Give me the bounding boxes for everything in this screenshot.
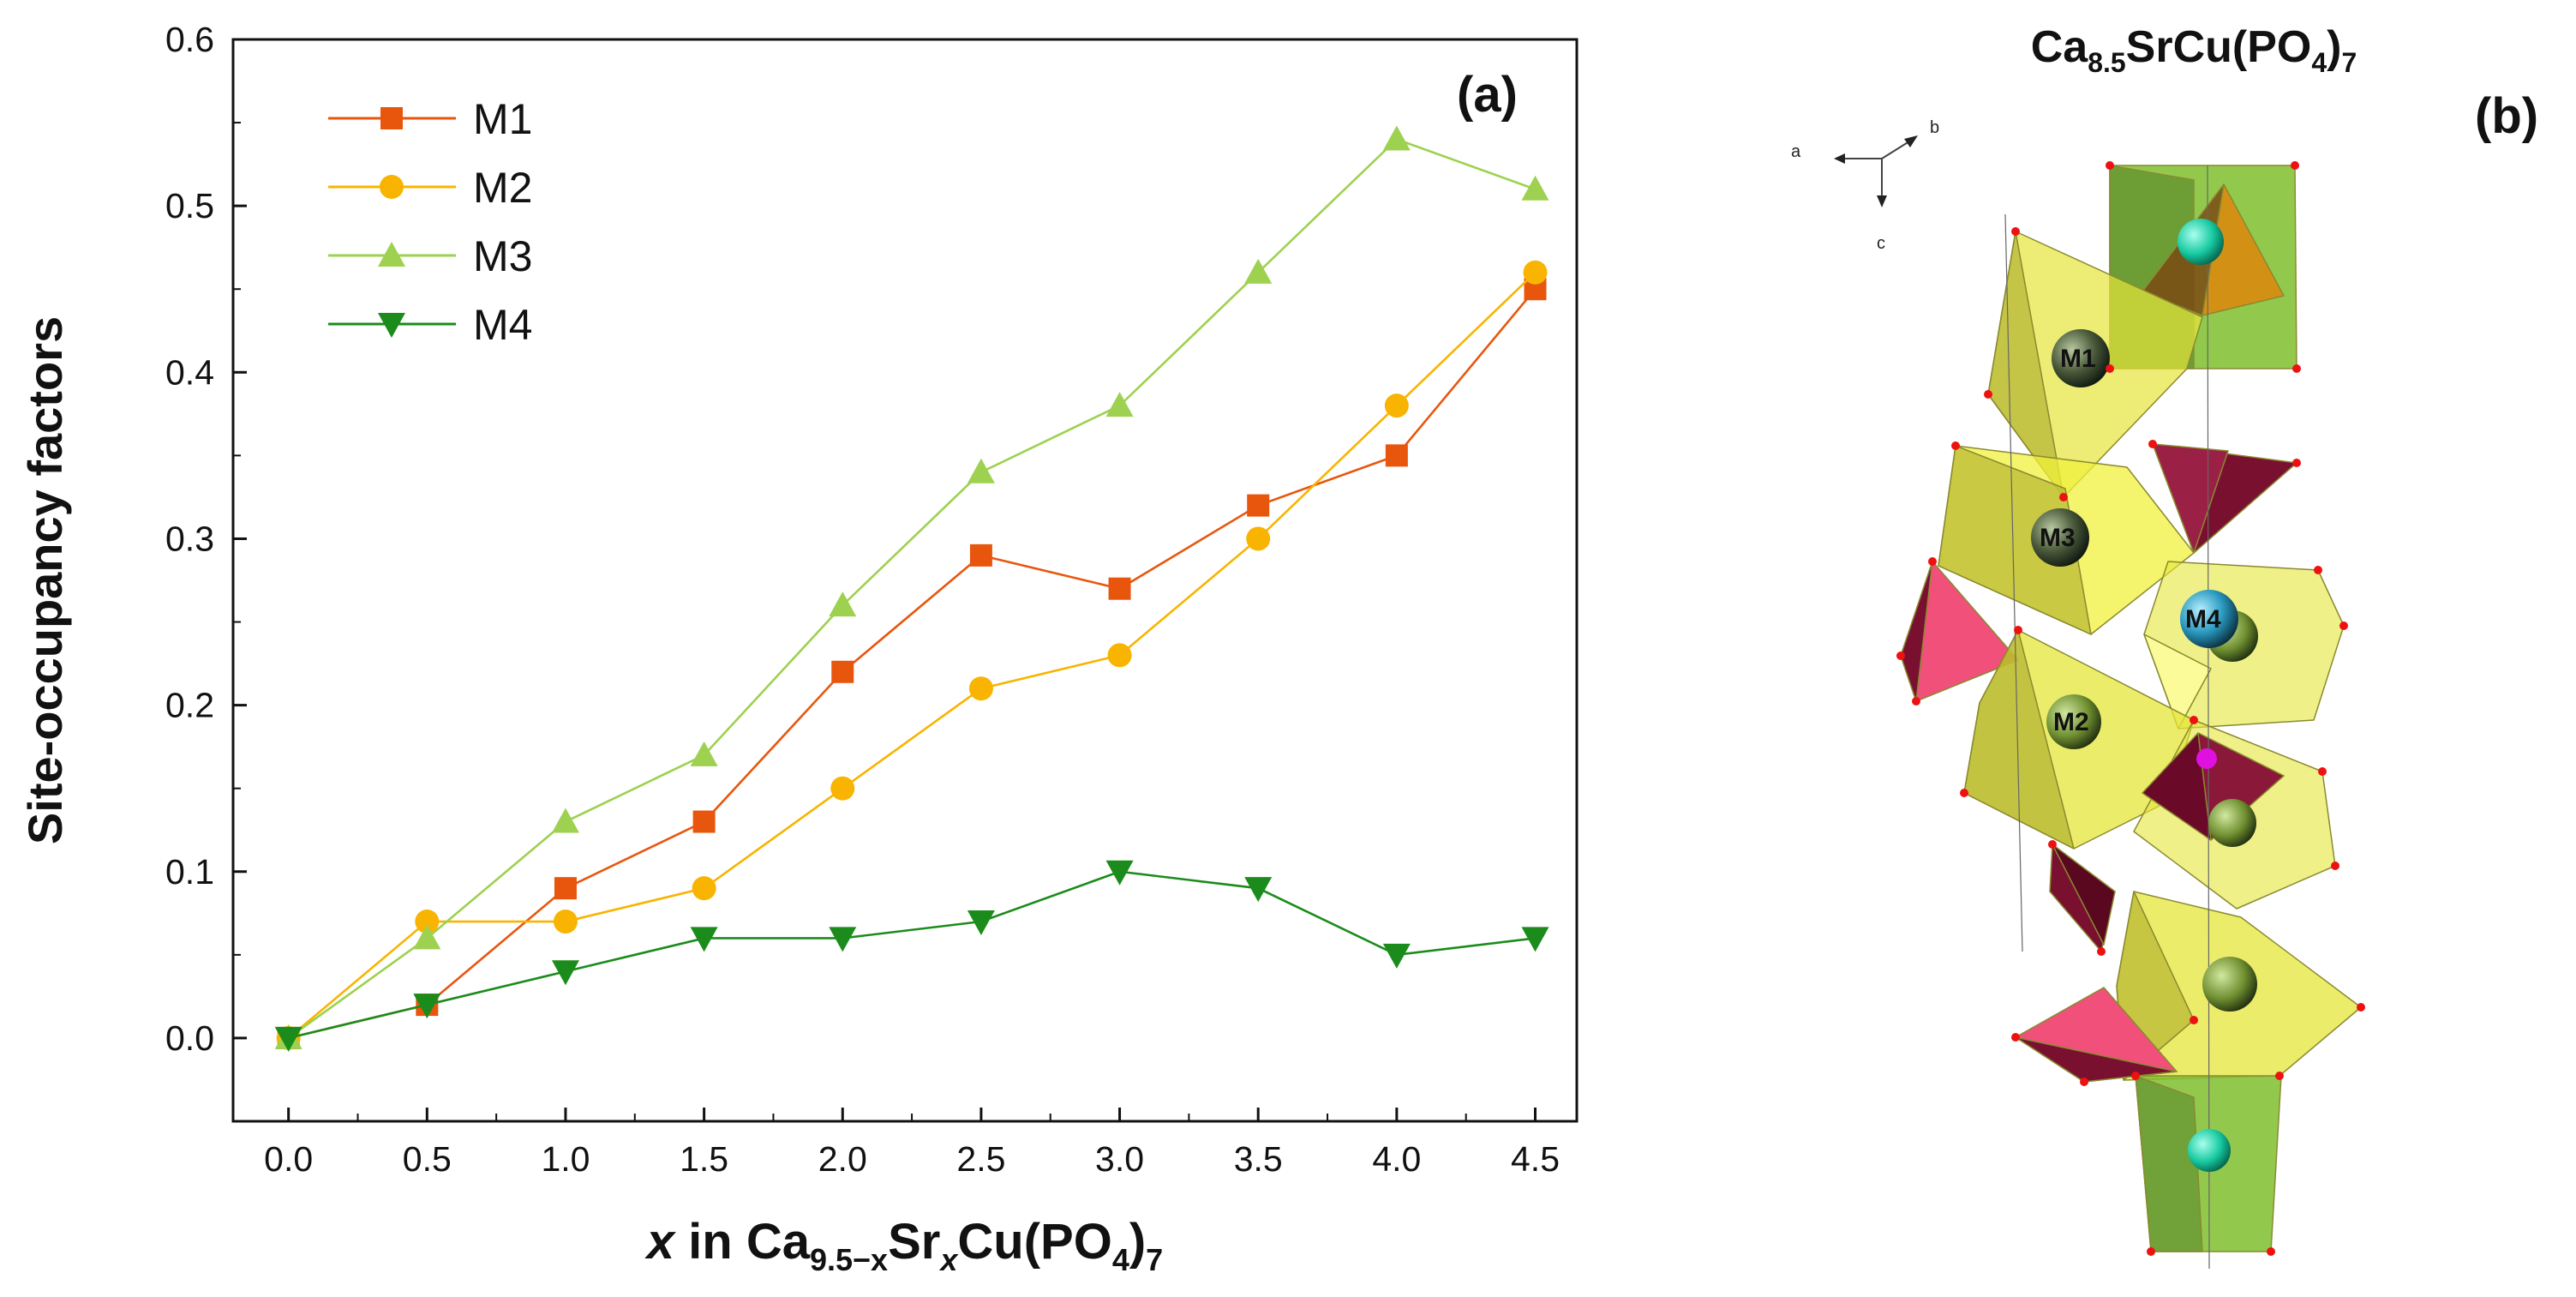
data-point-m4 — [829, 927, 857, 952]
panel-label-a: (a) — [1457, 67, 1518, 123]
legend-label-m3: M3 — [473, 232, 532, 280]
y-tick-label: 0.0 — [165, 1018, 214, 1058]
data-point-m1 — [1108, 577, 1131, 600]
x-tick-label: 3.5 — [1234, 1139, 1283, 1179]
data-point-m2 — [968, 676, 993, 701]
legend-marker-m2 — [380, 175, 404, 199]
axis-b-label: b — [1930, 118, 1939, 137]
data-point-m1 — [1247, 494, 1270, 517]
y-tick-label: 0.1 — [165, 852, 214, 892]
y-tick-label: 0.5 — [165, 186, 214, 225]
data-point-m4 — [551, 960, 579, 986]
data-point-m3 — [551, 808, 579, 833]
data-point-m3 — [829, 591, 857, 617]
legend-marker-m4 — [378, 313, 405, 338]
legend-marker-m1 — [380, 107, 403, 129]
y-axis: 0.0 0.1 0.2 0.3 0.4 0.5 0.6 — [165, 20, 247, 1058]
x-tick-label: 0.5 — [403, 1139, 452, 1179]
y-tick-label: 0.2 — [165, 686, 214, 725]
data-point-m2 — [1384, 393, 1409, 418]
site-label-m3: M3 — [2040, 524, 2076, 552]
legend-marker-m3 — [378, 242, 405, 267]
axis-c-label: c — [1877, 234, 1885, 253]
y-tick-label: 0.6 — [165, 20, 214, 59]
data-point-m4 — [413, 994, 441, 1019]
y-axis-title: Site-occupancy factors — [18, 316, 72, 844]
data-point-m3 — [1244, 258, 1273, 284]
x-tick-label: 0.0 — [264, 1139, 313, 1179]
x-axis: 0.0 0.5 1.0 1.5 2.0 2.5 3.0 3.5 4.0 4.5 — [264, 1108, 1560, 1179]
legend-label-m2: M2 — [473, 164, 532, 212]
x-tick-label: 4.5 — [1511, 1139, 1560, 1179]
data-point-m2 — [415, 910, 440, 934]
data-point-m2 — [553, 910, 578, 934]
data-point-m4 — [967, 910, 995, 936]
y-tick-label: 0.3 — [165, 519, 214, 558]
crystal-structure: Ca8.5SrCu(PO4)7 (b) a b c — [1791, 22, 2538, 1270]
data-point-m2 — [830, 776, 855, 801]
data-point-m2 — [1107, 643, 1132, 668]
x-tick-label: 4.0 — [1372, 1139, 1421, 1179]
plot-frame — [231, 38, 1579, 1123]
data-point-m1 — [692, 810, 716, 833]
legend-label-m4: M4 — [473, 301, 532, 349]
data-point-m4 — [1382, 943, 1411, 969]
legend-label-m1: M1 — [473, 95, 532, 143]
data-point-m3 — [1105, 392, 1134, 417]
panel-label-b: (b) — [2475, 88, 2538, 144]
data-point-m1 — [1385, 444, 1408, 467]
site-label-m4: M4 — [2185, 605, 2221, 633]
data-point-m4 — [1521, 927, 1549, 952]
data-point-m4 — [1105, 860, 1134, 886]
orientation-axes: a b c — [1791, 118, 1939, 253]
data-point-m4 — [274, 1026, 303, 1052]
x-tick-label: 2.0 — [818, 1139, 867, 1179]
data-point-m1 — [554, 877, 577, 900]
data-point-m4 — [690, 927, 718, 952]
x-tick-label: 2.5 — [956, 1139, 1005, 1179]
series-line-m3 — [287, 137, 1536, 1039]
data-point-m1 — [969, 543, 992, 567]
x-tick-label: 1.5 — [680, 1139, 728, 1179]
atoms — [2031, 219, 2258, 1172]
x-tick-label: 1.0 — [541, 1139, 590, 1179]
polyhedra — [1900, 165, 2362, 1270]
data-point-m2 — [1246, 526, 1271, 551]
x-axis-title: x in Ca9.5−xSrxCu(PO4)7 — [644, 1214, 1163, 1277]
series-line-m1 — [288, 288, 1537, 1040]
occupancy-chart: 0.0 0.1 0.2 0.3 0.4 0.5 0.6 0.0 0.5 1.0 1.5 2.0 2.5… — [18, 20, 1579, 1277]
data-point-m2 — [1523, 260, 1548, 285]
data-point-m2 — [692, 876, 716, 901]
site-label-m2: M2 — [2053, 708, 2089, 736]
structure-title: Ca8.5SrCu(PO4)7 — [2031, 22, 2357, 78]
x-tick-label: 3.0 — [1095, 1139, 1144, 1179]
axis-a-label: a — [1791, 142, 1801, 161]
series-layer — [274, 125, 1549, 1052]
data-point-m3 — [1382, 125, 1411, 151]
series-line-m2 — [287, 271, 1537, 1039]
data-point-m3 — [1521, 175, 1549, 201]
data-point-m3 — [690, 741, 718, 766]
oxygen-atoms — [1896, 161, 2365, 1256]
series-line-m4 — [288, 870, 1536, 1040]
y-tick-label: 0.4 — [165, 352, 214, 392]
data-point-m4 — [1244, 877, 1273, 903]
site-label-m1: M1 — [2060, 345, 2096, 373]
data-point-m3 — [413, 924, 441, 950]
legend: M1 M2 M3 M4 — [328, 95, 532, 349]
data-point-m1 — [831, 660, 854, 683]
data-point-m3 — [967, 458, 995, 483]
